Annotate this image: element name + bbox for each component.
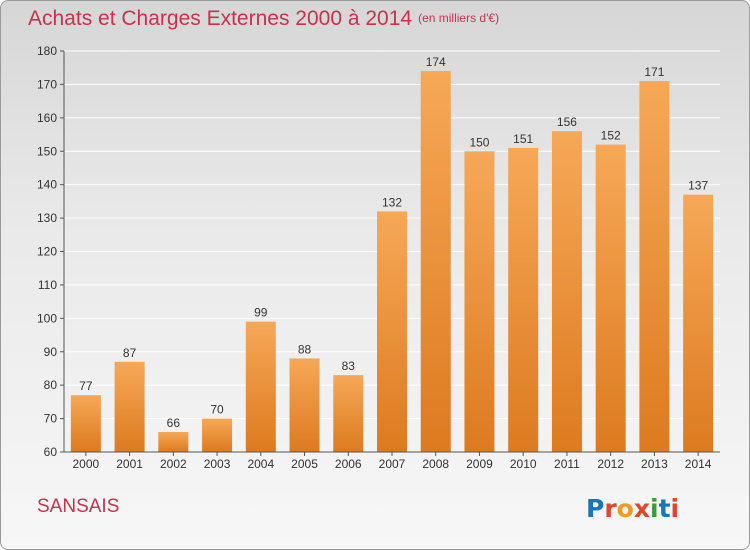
y-tick-label: 170 <box>37 77 57 91</box>
y-tick-label: 160 <box>37 111 57 125</box>
x-tick-label-2001: 2001 <box>116 457 143 471</box>
bar-2011 <box>551 131 582 452</box>
x-tick-label-2005: 2005 <box>291 457 318 471</box>
bar-2013 <box>639 81 670 452</box>
chart-title: Achats et Charges Externes 2000 à 2014 <box>28 7 413 30</box>
commune-name: SANSAIS <box>37 496 120 517</box>
chart-subtitle: (en milliers d'€) <box>418 11 500 25</box>
bar-2009 <box>464 151 495 452</box>
bar-2002 <box>158 431 189 452</box>
y-tick-label: 80 <box>44 378 58 392</box>
x-tick-label-2010: 2010 <box>510 457 537 471</box>
bar-2008 <box>420 71 451 453</box>
x-tick-label-2000: 2000 <box>73 457 100 471</box>
bars <box>70 71 714 453</box>
value-label-2004: 99 <box>254 306 268 320</box>
axes: 60 70 80 90 100 110 120 130 140 150 160 170 180 <box>37 44 720 459</box>
x-tick-label-2002: 2002 <box>160 457 187 471</box>
value-label-2012: 152 <box>601 129 621 143</box>
bar-2004 <box>245 321 276 452</box>
y-tick-label: 60 <box>44 445 58 459</box>
x-tick-label-2007: 2007 <box>379 457 406 471</box>
y-tick-label: 120 <box>37 245 57 259</box>
x-tick-label-2013: 2013 <box>641 457 668 471</box>
x-tick-label-2014: 2014 <box>685 457 712 471</box>
x-tick-label-2011: 2011 <box>554 457 580 471</box>
value-label-2013: 171 <box>644 65 664 79</box>
bar-2006 <box>333 375 364 452</box>
y-tick-label: 90 <box>44 345 58 359</box>
x-tick-label-2009: 2009 <box>466 457 493 471</box>
value-label-2005: 88 <box>298 342 312 356</box>
x-tick-label-2012: 2012 <box>597 457 624 471</box>
bar-2014 <box>683 194 714 453</box>
y-tick-label: 110 <box>38 278 57 292</box>
proxiti-logo: Proxiti <box>586 494 679 523</box>
value-label-2000: 77 <box>79 379 93 393</box>
y-tick-label: 130 <box>37 211 57 225</box>
x-tick-label-2006: 2006 <box>335 457 362 471</box>
value-label-2006: 83 <box>342 359 356 373</box>
y-tick-label: 140 <box>37 178 57 192</box>
value-label-2010: 151 <box>513 132 533 146</box>
value-label-2007: 132 <box>382 195 402 209</box>
y-tick-label: 180 <box>37 44 57 58</box>
x-tick-label-2004: 2004 <box>247 457 274 471</box>
chart-title-line: Achats et Charges Externes 2000 à 2014 (e… <box>28 7 499 31</box>
bar-2010 <box>508 147 539 453</box>
bar-2007 <box>377 211 407 452</box>
value-label-2014: 137 <box>688 179 708 193</box>
bar-2005 <box>289 358 320 452</box>
y-tick-label: 100 <box>37 311 57 325</box>
value-label-2001: 87 <box>123 346 137 360</box>
value-label-2009: 150 <box>469 135 489 149</box>
bar-2012 <box>595 144 626 453</box>
value-label-2011: 156 <box>557 115 577 129</box>
y-tick-label: 70 <box>44 412 58 426</box>
bar-2003 <box>202 418 233 452</box>
svg-text:Proxiti: Proxiti <box>586 494 679 523</box>
value-label-2008: 174 <box>426 55 446 69</box>
x-tick-label-2008: 2008 <box>422 457 449 471</box>
y-tick-label: 150 <box>37 144 57 158</box>
bar-2001 <box>114 361 145 452</box>
value-label-2003: 70 <box>210 403 224 417</box>
x-tick-label-2003: 2003 <box>204 457 231 471</box>
labels: 77 2000 87 2001 66 2002 70 2003 99 2004 88 2005 83 20… <box>73 55 712 471</box>
value-label-2002: 66 <box>167 416 181 430</box>
bar-2000 <box>70 395 101 452</box>
